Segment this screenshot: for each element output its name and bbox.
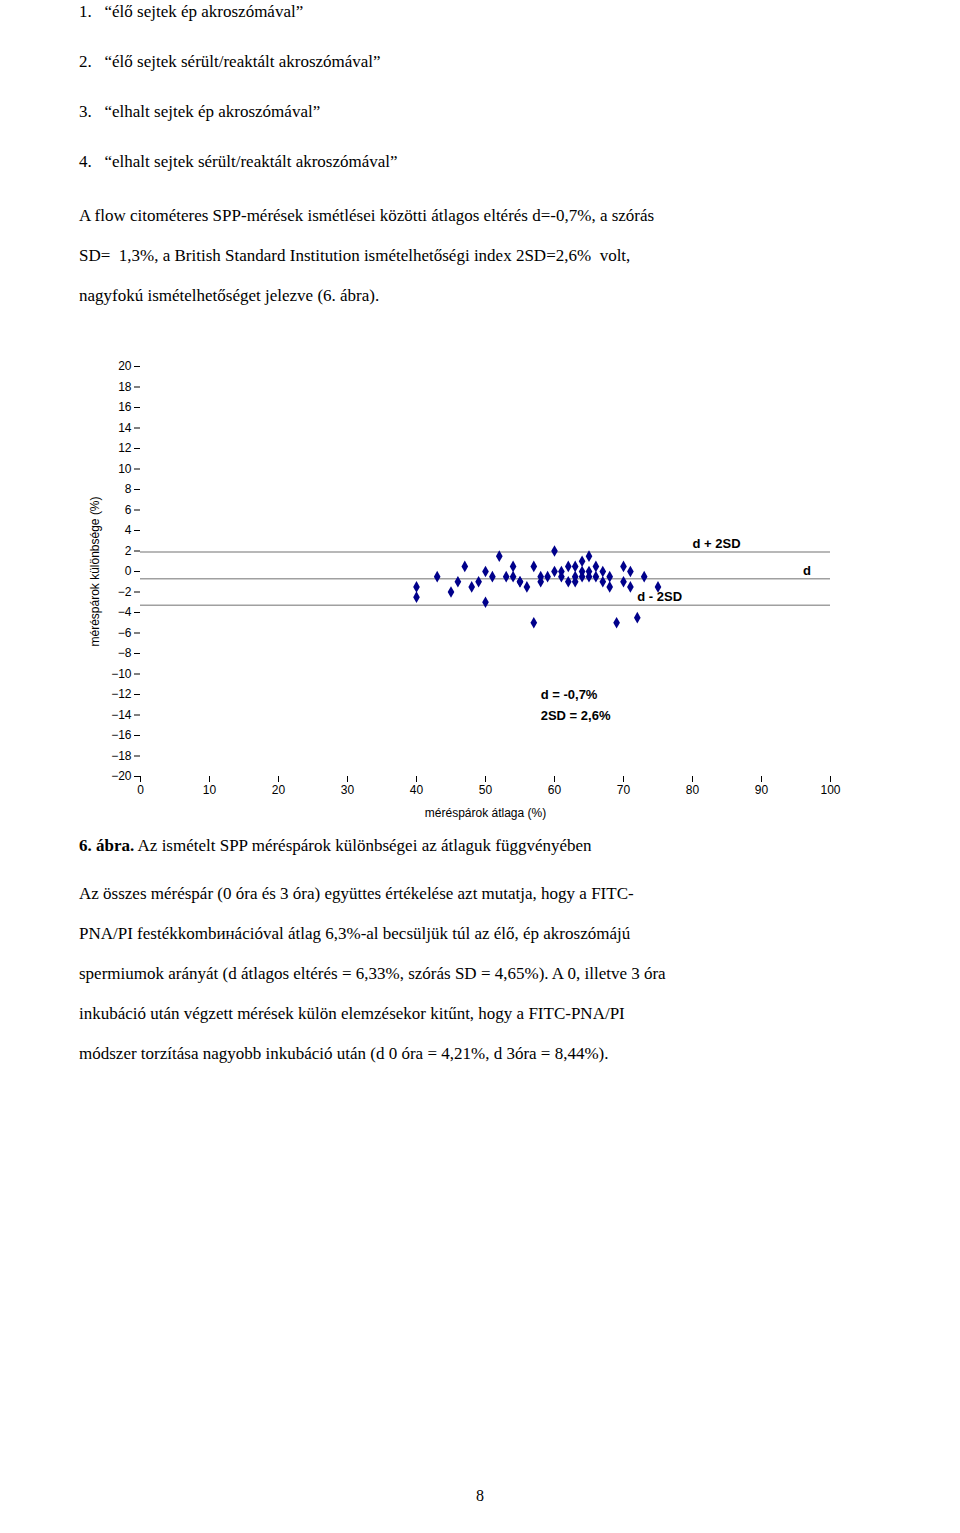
svg-text:méréspárok különbsége (%): méréspárok különbsége (%) — [88, 496, 102, 646]
svg-text:−10: −10 — [111, 667, 132, 681]
html-text:Az összes méréspár (0 óra és 3: Az összes méréspár (0 óra és 3 óra) együ… — [79, 884, 634, 903]
svg-text:40: 40 — [410, 783, 424, 797]
svg-text:d: d — [803, 563, 811, 578]
svg-text:50: 50 — [479, 783, 493, 797]
html-text:PNA/PI festékkombинációval átl: PNA/PI festékkombинációval átlag 6,3%-al… — [79, 924, 631, 943]
svg-text:0: 0 — [137, 783, 144, 797]
svg-text:18: 18 — [118, 380, 132, 394]
html-text:inkubáció után végzett mérések: inkubáció után végzett mérések külön ele… — [79, 1004, 625, 1023]
svg-text:10: 10 — [203, 783, 217, 797]
html-text:6. ábra. Az ismételt SPP mérés: 6. ábra. Az ismételt SPP méréspárok külö… — [79, 836, 592, 855]
svg-text:d - 2SD: d - 2SD — [637, 589, 682, 604]
svg-text:10: 10 — [118, 462, 132, 476]
html-text:módszer torzítása nagyobb inku: módszer torzítása nagyobb inkubáció után… — [79, 1044, 609, 1063]
svg-text:8: 8 — [125, 482, 132, 496]
svg-text:−16: −16 — [111, 728, 132, 742]
html-text:2. “élő sejtek sérült/reaktált: 2. “élő sejtek sérült/reaktált akroszómá… — [79, 52, 381, 71]
svg-text:60: 60 — [548, 783, 562, 797]
svg-text:−8: −8 — [118, 646, 132, 660]
svg-text:80: 80 — [686, 783, 700, 797]
svg-text:20: 20 — [272, 783, 286, 797]
svg-text:−2: −2 — [118, 585, 132, 599]
svg-text:−4: −4 — [118, 605, 132, 619]
html-text:4. “elhalt sejtek sérült/reakt: 4. “elhalt sejtek sérült/reaktált akrosz… — [79, 152, 398, 171]
svg-text:90: 90 — [755, 783, 769, 797]
html-text:SD= 1,3%, a British Standard I: SD= 1,3%, a British Standard Institution… — [79, 246, 631, 265]
html-text:3. “elhalt sejtek ép akroszómá: 3. “elhalt sejtek ép akroszómával” — [79, 102, 321, 121]
svg-text:12: 12 — [118, 441, 132, 455]
svg-text:−18: −18 — [111, 749, 132, 763]
svg-text:14: 14 — [118, 421, 132, 435]
html-text:1. “élő sejtek ép akroszómával: 1. “élő sejtek ép akroszómával” — [79, 2, 304, 21]
svg-text:70: 70 — [617, 783, 631, 797]
svg-text:0: 0 — [125, 564, 132, 578]
svg-text:méréspárok átlaga (%): méréspárok átlaga (%) — [425, 806, 546, 820]
svg-text:30: 30 — [341, 783, 355, 797]
svg-text:d = -0,7%2SD = 2,6%: d = -0,7%2SD = 2,6% — [541, 687, 611, 723]
svg-text:−6: −6 — [118, 626, 132, 640]
html-text:A flow citométeres SPP-mérések: A flow citométeres SPP-mérések ismétlése… — [79, 206, 655, 225]
svg-text:6: 6 — [125, 503, 132, 517]
html-text:spermiumok arányát (d átlagos: spermiumok arányát (d átlagos eltérés = … — [79, 964, 666, 983]
html-text:nagyfokú ismételhetőséget jele: nagyfokú ismételhetőséget jelezve (6. áb… — [79, 286, 380, 305]
svg-text:d + 2SD: d + 2SD — [693, 536, 741, 551]
svg-text:4: 4 — [125, 523, 132, 537]
svg-text:−20: −20 — [111, 769, 132, 783]
svg-text:16: 16 — [118, 400, 132, 414]
html-text:8: 8 — [476, 1487, 484, 1504]
svg-text:100: 100 — [820, 783, 840, 797]
svg-text:20: 20 — [118, 359, 132, 373]
svg-text:−14: −14 — [111, 708, 132, 722]
svg-text:2: 2 — [125, 544, 132, 558]
svg-text:−12: −12 — [111, 687, 132, 701]
